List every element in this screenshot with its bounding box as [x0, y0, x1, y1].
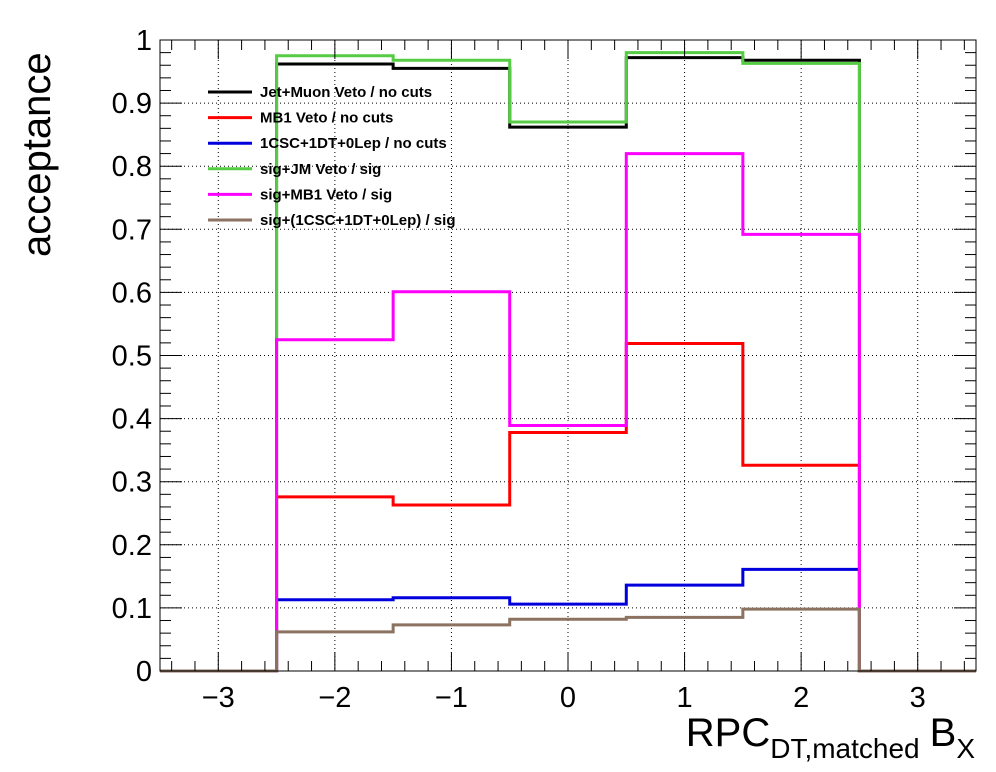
legend-label: sig+(1CSC+1DT+0Lep) / sig: [260, 212, 455, 229]
y-tick-label: 0.7: [112, 214, 152, 246]
legend-label: Jet+Muon Veto / no cuts: [260, 84, 432, 101]
series-line-4: [160, 51, 976, 673]
axis-ticks: [160, 39, 976, 672]
x-axis-title-main: RPC: [686, 711, 770, 755]
y-tick-label: 0.5: [112, 341, 152, 373]
x-axis-title-main2: B: [930, 711, 957, 755]
y-tick-label: 1: [136, 25, 152, 57]
grid-lines: [160, 40, 976, 671]
series-line-6: [160, 607, 976, 673]
x-axis-title-sub2: X: [956, 733, 975, 764]
legend: Jet+Muon Veto / no cuts MB1 Veto / no cut…: [208, 84, 455, 229]
y-tick-label: 0.1: [112, 593, 152, 625]
x-tick-label: 3: [910, 682, 926, 714]
series-line-5: [160, 152, 976, 673]
legend-label: MB1 Veto / no cuts: [260, 110, 393, 127]
x-tick-label: 1: [677, 682, 693, 714]
x-axis-title: RPCDT,matched BX: [686, 711, 976, 764]
y-tick-label: 0.9: [112, 88, 152, 120]
y-tick-labels: 0 0.1 0.2 0.3 0.4 0.5 0.6 0.7 0.8 0.9 1: [112, 25, 152, 688]
x-axis-title-sub: DT,matched: [770, 733, 919, 764]
x-tick-label: −1: [435, 682, 468, 714]
series-line-2: [160, 342, 976, 673]
y-tick-label: 0.6: [112, 277, 152, 309]
x-tick-label: −3: [202, 682, 235, 714]
legend-label: sig+MB1 Veto / sig: [260, 186, 392, 203]
series-layer: [160, 51, 976, 673]
legend-label: 1CSC+1DT+0Lep / no cuts: [260, 135, 447, 152]
y-tick-label: 0.3: [112, 467, 152, 499]
y-tick-label: 0.2: [112, 530, 152, 562]
series-line-1: [160, 56, 976, 673]
x-tick-labels: −3 −2 −1 0 1 2 3: [202, 682, 926, 714]
x-tick-label: −2: [318, 682, 351, 714]
y-tick-label: 0: [136, 656, 152, 688]
series-line-3: [160, 567, 976, 673]
y-tick-label: 0.8: [112, 151, 152, 183]
x-tick-label: 2: [793, 682, 809, 714]
y-tick-label: 0.4: [112, 404, 152, 436]
legend-label: sig+JM Veto / sig: [260, 161, 381, 178]
x-tick-label: 0: [560, 682, 576, 714]
y-axis-title: acceptance: [15, 52, 59, 257]
